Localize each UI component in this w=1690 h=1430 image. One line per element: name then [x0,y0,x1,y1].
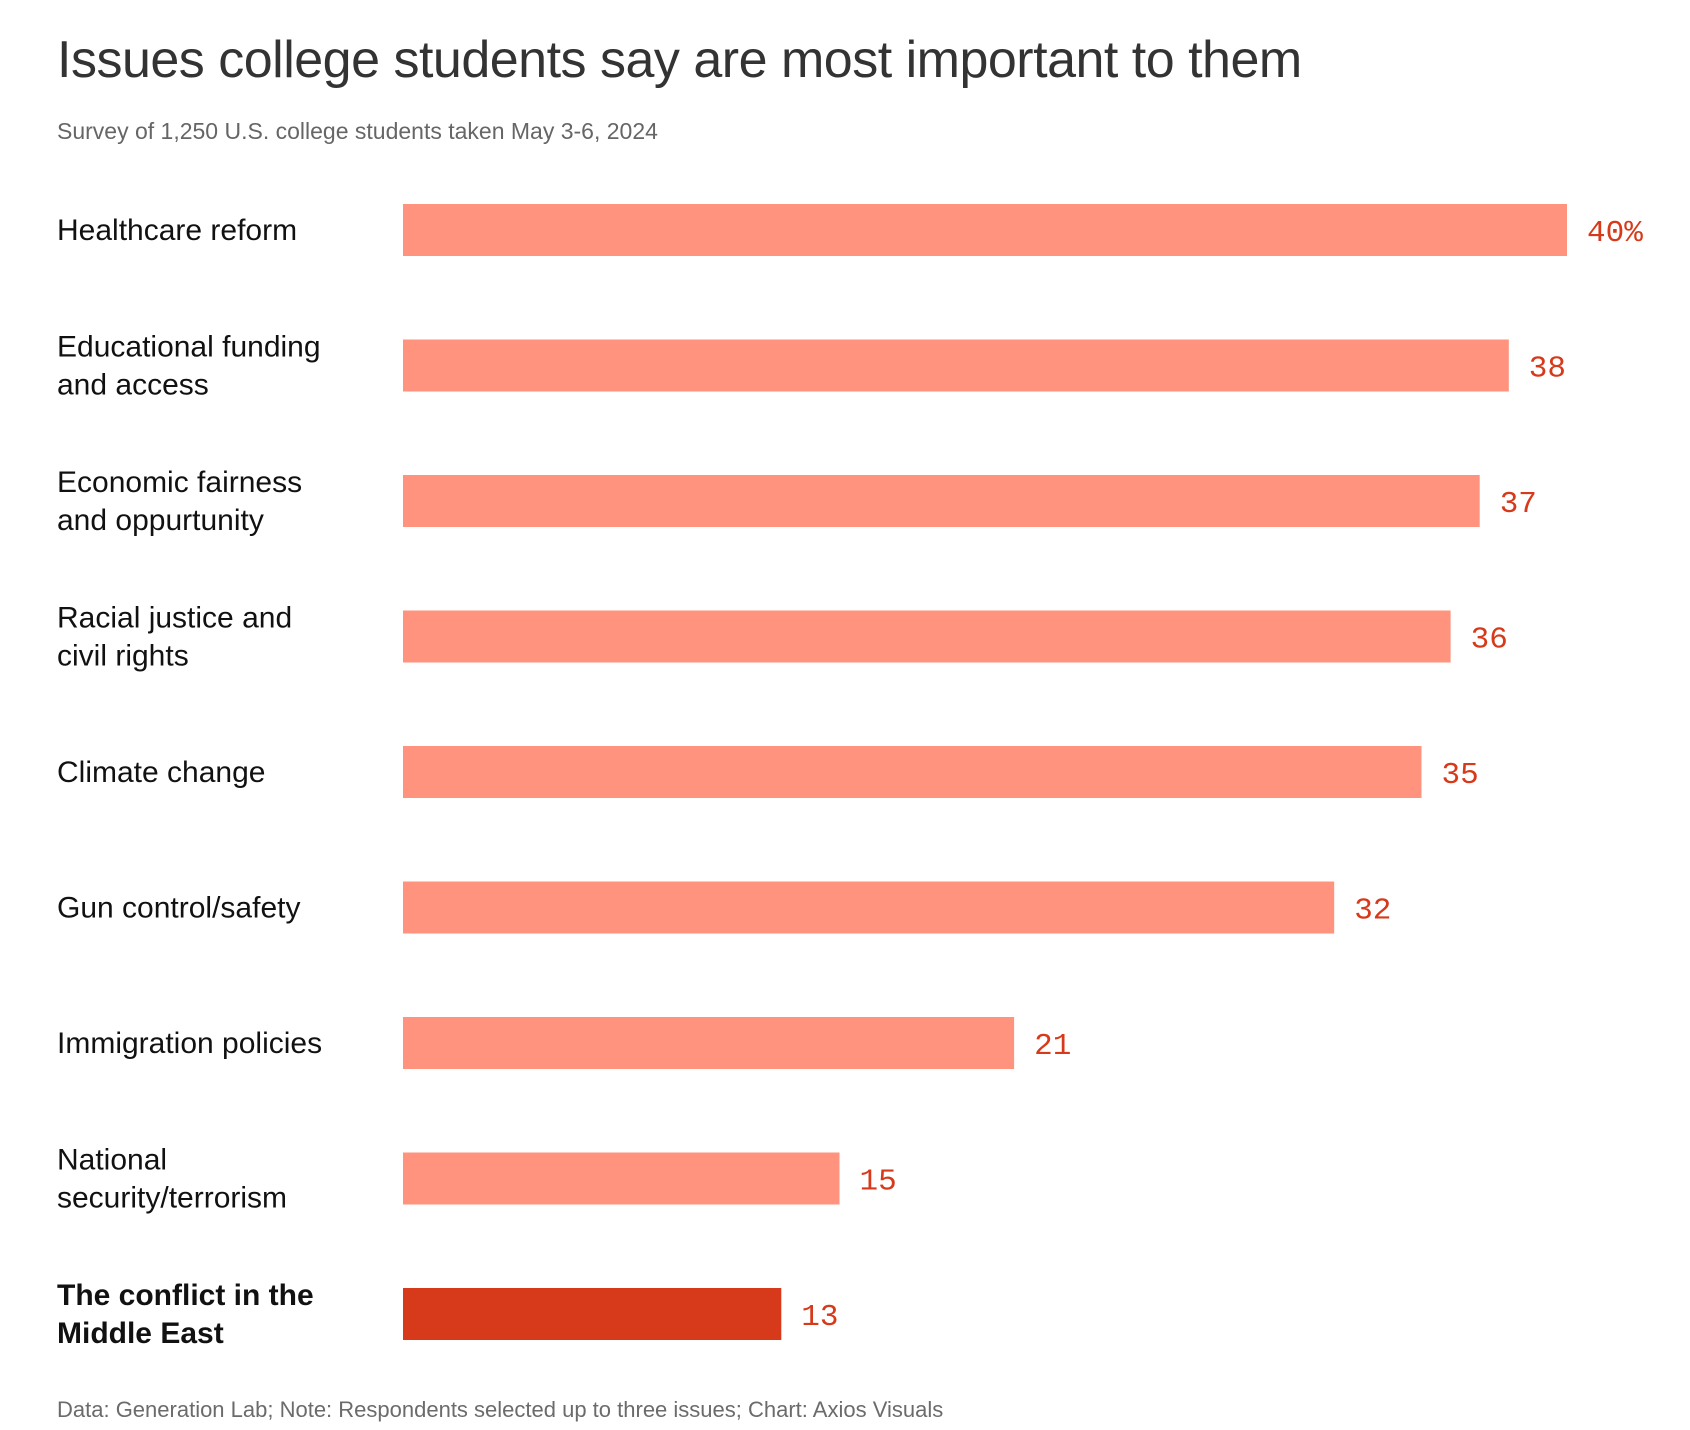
category-label-1: Educational funding and access [57,331,321,402]
chart-footer: Data: Generation Lab; Note: Respondents … [57,1397,944,1422]
bar-6 [403,1017,1015,1069]
category-label-0: Healthcare reform [57,214,297,247]
category-label-7: National security/terrorism [57,1144,287,1215]
value-label-0: 40% [1587,216,1643,251]
bar-8 [403,1288,782,1340]
category-label-6: Immigration policies [57,1027,322,1060]
bar-0 [403,204,1567,256]
value-label-5: 32 [1354,894,1391,929]
value-label-4: 35 [1442,758,1479,793]
bar-2 [403,475,1480,527]
bar-4 [403,746,1422,798]
category-label-8: The conflict in the Middle East [57,1279,314,1350]
value-label-1: 38 [1529,352,1566,387]
category-label-5: Gun control/safety [57,892,300,925]
bar-5 [403,881,1335,934]
category-label-4: Climate change [57,756,265,789]
chart-title: Issues college students say are most imp… [57,31,1302,89]
category-label-3: Racial justice and civil rights [57,602,292,673]
bar-1 [403,339,1509,392]
bar-7 [403,1152,840,1205]
category-label-2: Economic fairness and oppurtunity [57,466,302,537]
bar-3 [403,610,1451,663]
value-label-6: 21 [1034,1029,1071,1064]
value-label-2: 37 [1500,487,1537,522]
value-label-8: 13 [801,1300,838,1335]
value-label-3: 36 [1471,623,1508,658]
value-label-7: 15 [860,1165,897,1200]
chart-subtitle: Survey of 1,250 U.S. college students ta… [57,118,658,144]
